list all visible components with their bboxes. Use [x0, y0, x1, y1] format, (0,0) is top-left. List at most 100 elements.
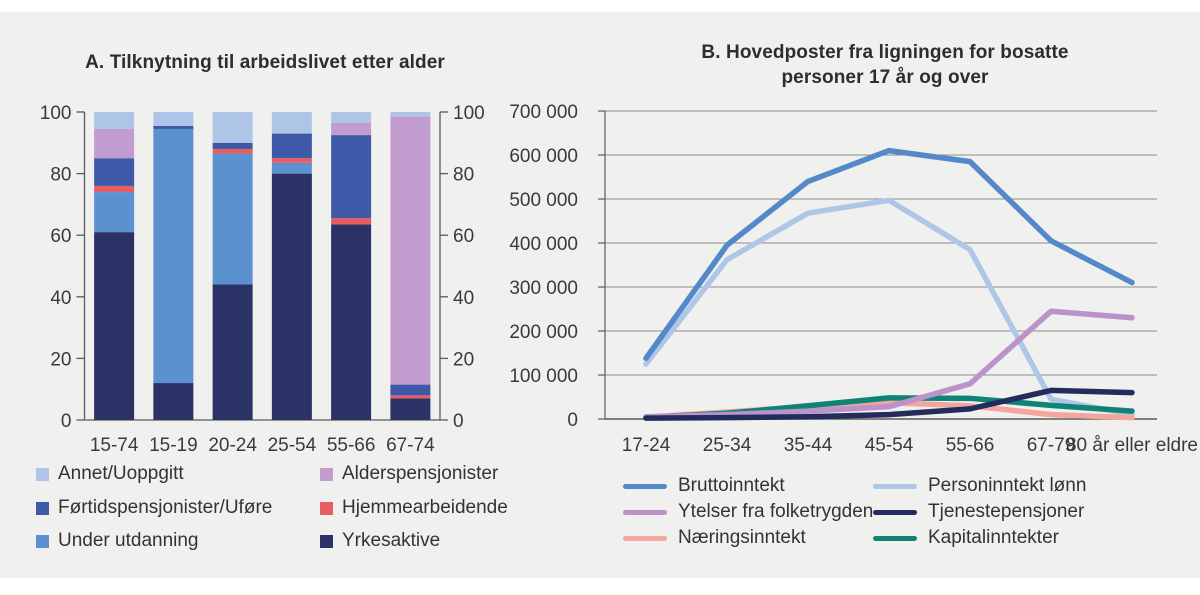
- bar-55-66: [331, 112, 372, 420]
- legend-label: Yrkesaktive: [342, 530, 441, 551]
- series-line-bruttoinntekt: [643, 147, 1135, 362]
- chart-a-plot: 0 0 20 20 40 40 60 60 80 80 100 100 15-74 15-19 20-24 2…: [40, 103, 485, 456]
- bar-segment-hjemmearbeidende: [94, 185, 135, 193]
- legend-item-under-utdanning: Under utdanning: [36, 530, 199, 552]
- bar-segment-hjemmearbeidende: [331, 218, 372, 225]
- bar-segment-under-utdanning: [271, 162, 312, 174]
- chart-a-title: A. Tilknytning til arbeidslivet etter al…: [85, 52, 445, 73]
- chart-b-xtick: 17-24: [622, 435, 671, 456]
- legend-swatch-annet-uoppgitt: [36, 467, 49, 481]
- legend-item-alderspensjonister: Alderspensjonister: [320, 463, 498, 485]
- bar-segment-hjemmearbeidende: [212, 148, 253, 154]
- chart-a-xtick: 15-74: [90, 435, 139, 456]
- legend-swatch-personinntekt-lønn: [873, 483, 917, 489]
- legend-swatch-næringsinntekt: [623, 535, 667, 541]
- bar-segment-førtidspensjonister-uføre: [390, 384, 431, 396]
- chart-a-ytick-left: 20: [50, 349, 71, 370]
- bar-67-74: [390, 112, 431, 420]
- bar-segment-førtidspensjonister-uføre: [331, 135, 372, 219]
- legend-label: Bruttoinntekt: [678, 475, 785, 496]
- bar-segment-yrkesaktive: [212, 284, 253, 420]
- bar-segment-alderspensjonister: [390, 116, 431, 385]
- bar-segment-under-utdanning: [94, 192, 135, 233]
- bar-15-19: [153, 112, 194, 420]
- chart-a-xtick: 67-74: [386, 435, 435, 456]
- chart-a-ytick-right: 0: [453, 411, 464, 432]
- chart-a-ytick-left: 40: [50, 288, 71, 309]
- legend-label: Næringsinntekt: [678, 527, 806, 548]
- bar-segment-yrkesaktive: [271, 173, 312, 420]
- chart-a-xtick: 55-66: [327, 435, 376, 456]
- legend-swatch-alderspensjonister: [320, 467, 333, 481]
- legend-swatch-hjemmearbeidende: [320, 501, 333, 515]
- chart-b-plot: 0 100 000 200 000 300 000 400 000 500 000 600 …: [509, 102, 1198, 456]
- chart-b-xtick: 35-44: [784, 435, 833, 456]
- legend-item-førtidspensjonister-uføre: Førtidspensjonister/Uføre: [36, 497, 272, 519]
- legend-item-hjemmearbeidende: Hjemmearbeidende: [320, 497, 508, 519]
- legend-item-tjenestepensjoner: Tjenestepensjoner: [873, 501, 1084, 523]
- legend-label: Førtidspensjonister/Uføre: [58, 497, 273, 518]
- bar-segment-annet-uoppgitt: [331, 112, 372, 123]
- chart-a-xtick: 15-19: [149, 435, 198, 456]
- bar-segment-yrkesaktive: [153, 383, 194, 420]
- chart-a-ytick-right: 80: [453, 165, 474, 186]
- chart-b-ytick: 400 000: [509, 234, 578, 255]
- chart-a-ytick-right: 60: [453, 226, 474, 247]
- bar-segment-førtidspensjonister-uføre: [94, 158, 135, 186]
- chart-b-ytick: 200 000: [509, 322, 578, 343]
- chart-b-ytick: 600 000: [509, 146, 578, 167]
- bar-segment-yrkesaktive: [331, 224, 372, 420]
- legend-item-annet-uoppgitt: Annet/Uoppgitt: [36, 463, 184, 485]
- bar-15-74: [94, 112, 135, 420]
- series-line-tjenestepensjoner: [643, 387, 1135, 421]
- chart-a-ytick-left: 60: [50, 226, 71, 247]
- bar-segment-førtidspensjonister-uføre: [153, 125, 194, 129]
- legend-swatch-bruttoinntekt: [623, 483, 667, 489]
- bar-segment-yrkesaktive: [94, 232, 135, 420]
- chart-a-axes: 0 0 20 20 40 40 60 60 80 80 100 100: [40, 103, 485, 432]
- chart-a-xtick: 25-54: [268, 435, 317, 456]
- legend-label: Alderspensjonister: [342, 463, 499, 484]
- series-line-ytelser-fra-folketrygden: [643, 308, 1135, 420]
- chart-a-xtick: 20-24: [208, 435, 257, 456]
- bar-segment-førtidspensjonister-uføre: [271, 133, 312, 159]
- chart-b-ytick: 0: [567, 410, 578, 431]
- bar-segment-annet-uoppgitt: [153, 112, 194, 126]
- chart-b-ytick: 700 000: [509, 102, 578, 123]
- chart-a-ytick-left: 80: [50, 165, 71, 186]
- chart-a-ytick-right: 100: [453, 103, 485, 124]
- legend-item-yrkesaktive: Yrkesaktive: [320, 530, 440, 552]
- legend-swatch-yrkesaktive: [320, 534, 333, 548]
- chart-b-lines: [643, 147, 1135, 421]
- legend-label: Under utdanning: [58, 530, 199, 551]
- chart-b-xtick: 45-54: [865, 435, 914, 456]
- series-line-personinntekt-lønn: [643, 197, 1135, 418]
- bar-20-24: [212, 112, 253, 420]
- legend-item-næringsinntekt: Næringsinntekt: [623, 527, 806, 549]
- bar-25-54: [271, 112, 312, 420]
- bar-segment-annet-uoppgitt: [271, 112, 312, 134]
- chart-b-ytick: 100 000: [509, 366, 578, 387]
- legend-swatch-kapitalinntekter: [873, 535, 917, 541]
- chart-b-xtick: 55-66: [946, 435, 995, 456]
- chart-b-ytick: 500 000: [509, 190, 578, 211]
- legend-label: Tjenestepensjoner: [928, 501, 1085, 522]
- legend-label: Annet/Uoppgitt: [58, 463, 184, 484]
- chart-a-ytick-left: 100: [40, 103, 72, 124]
- legend-label: Hjemmearbeidende: [342, 497, 508, 518]
- chart-b-gridlines: 0 100 000 200 000 300 000 400 000 500 000 600 …: [509, 102, 1157, 431]
- chart-a-ytick-left: 0: [61, 411, 72, 432]
- legend-label: Ytelser fra folketrygden: [678, 501, 874, 522]
- bar-segment-alderspensjonister: [94, 128, 135, 159]
- chart-b-xtick: 25-34: [703, 435, 752, 456]
- chart-b-title-line1: B. Hovedposter fra ligningen for bosatte: [701, 42, 1069, 63]
- legend-swatch-førtidspensjonister-uføre: [36, 501, 49, 515]
- bar-segment-alderspensjonister: [331, 122, 372, 136]
- bar-segment-annet-uoppgitt: [94, 112, 135, 129]
- legend-item-ytelser-fra-folketrygden: Ytelser fra folketrygden: [623, 501, 873, 523]
- chart-b-title: B. Hovedposter fra ligningen for bosatte…: [580, 40, 1190, 90]
- legend-swatch-tjenestepensjoner: [873, 509, 917, 515]
- legend-swatch-ytelser-fra-folketrygden: [623, 509, 667, 515]
- chart-b-title-line2: personer 17 år og over: [781, 67, 989, 88]
